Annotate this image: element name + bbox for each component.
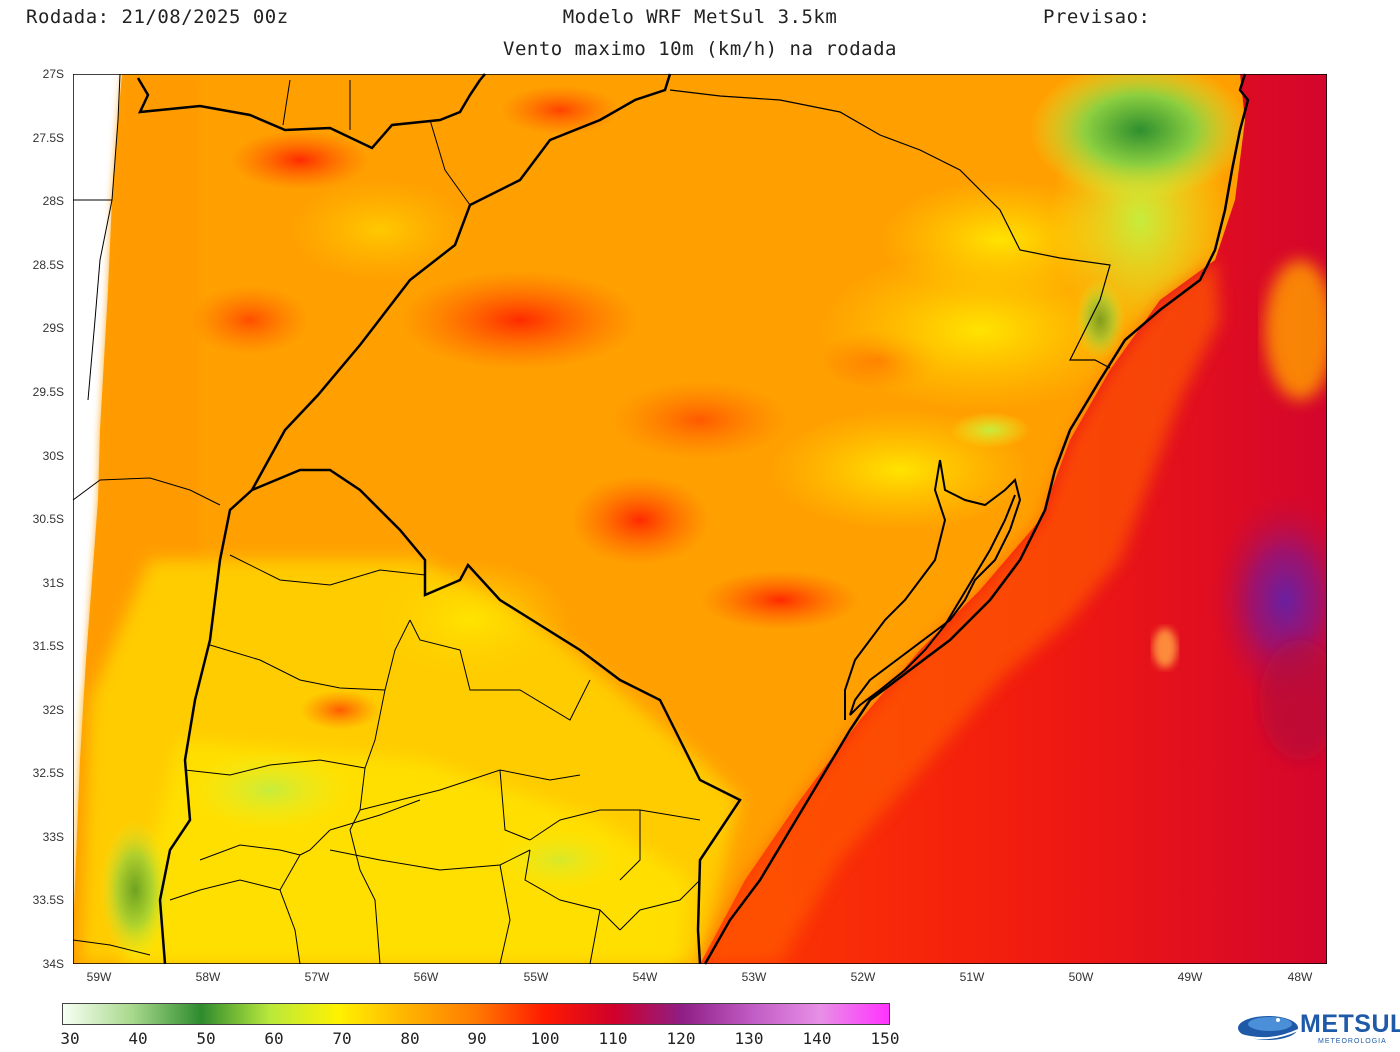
colorbar-label: 60 xyxy=(264,1029,284,1048)
lat-label: 29S xyxy=(42,321,64,335)
lon-label: 52W xyxy=(850,970,876,984)
colorbar-label: 50 xyxy=(196,1029,216,1048)
lon-label: 57W xyxy=(304,970,330,984)
colorbar-label: 80 xyxy=(400,1029,420,1048)
metsul-logo-icon xyxy=(1237,1016,1299,1040)
colorbar-label: 120 xyxy=(666,1029,696,1048)
model-title: Modelo WRF MetSul 3.5km xyxy=(562,6,838,28)
lon-label: 50W xyxy=(1068,970,1094,984)
lat-label: 31S xyxy=(42,576,64,590)
colorbar-label: 150 xyxy=(870,1029,900,1048)
colorbar xyxy=(62,1003,890,1025)
colorbar-label: 40 xyxy=(128,1029,148,1048)
lon-label: 59W xyxy=(86,970,112,984)
map-subtitle: Vento maximo 10m (km/h) na rodada xyxy=(503,38,897,60)
lat-label: 32S xyxy=(42,703,64,717)
logo-text: METSUL xyxy=(1300,1010,1400,1038)
lat-label: 33S xyxy=(42,830,64,844)
lon-label: 48W xyxy=(1287,970,1313,984)
colorbar-label: 130 xyxy=(734,1029,764,1048)
lon-label: 56W xyxy=(413,970,439,984)
colorbar-label: 140 xyxy=(802,1029,832,1048)
lon-label: 58W xyxy=(195,970,221,984)
lon-label: 55W xyxy=(523,970,549,984)
lat-label: 27S xyxy=(42,67,64,81)
lat-label: 32.5S xyxy=(32,766,64,780)
lat-label: 30S xyxy=(42,449,64,463)
lat-label: 30.5S xyxy=(32,512,64,526)
lon-label: 53W xyxy=(741,970,767,984)
wind-field xyxy=(73,74,1327,964)
forecast-label: Previsao: xyxy=(1043,6,1151,28)
run-time-label: Rodada: 21/08/2025 00z xyxy=(26,6,289,28)
lat-label: 29.5S xyxy=(32,385,64,399)
colorbar-label: 110 xyxy=(598,1029,628,1048)
lat-label: 27.5S xyxy=(32,131,64,145)
lat-label: 31.5S xyxy=(32,639,64,653)
lat-label: 28.5S xyxy=(32,258,64,272)
colorbar-label: 70 xyxy=(332,1029,352,1048)
lat-label: 34S xyxy=(42,957,64,971)
lat-label: 33.5S xyxy=(32,893,64,907)
lon-label: 49W xyxy=(1177,970,1203,984)
colorbar-label: 100 xyxy=(530,1029,560,1048)
boundaries xyxy=(72,73,1250,965)
logo-subtext: METEOROLOGIA xyxy=(1318,1038,1387,1045)
colorbar-label: 30 xyxy=(60,1029,80,1048)
colorbar-label: 90 xyxy=(467,1029,487,1048)
lon-label: 54W xyxy=(632,970,658,984)
lat-label: 28S xyxy=(42,194,64,208)
lon-label: 51W xyxy=(959,970,985,984)
